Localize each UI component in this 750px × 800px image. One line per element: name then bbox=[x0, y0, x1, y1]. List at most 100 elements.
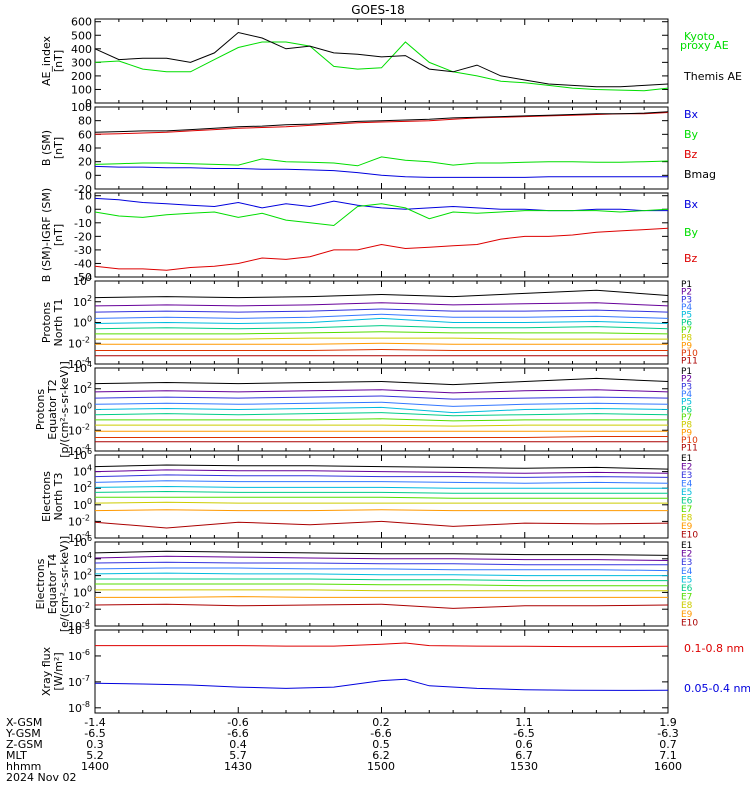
legend-label: E9 bbox=[681, 610, 693, 620]
ephemeris-value: -6.5 bbox=[84, 727, 105, 740]
y-tick-label: -20 bbox=[74, 230, 92, 243]
y-tick-label: 106 bbox=[73, 534, 92, 549]
legend-label: P4 bbox=[681, 390, 692, 400]
ephemeris-value: -6.6 bbox=[370, 727, 391, 740]
y-axis-label: [e/(cm²-s-sr-keV)] bbox=[58, 536, 71, 632]
y-tick-label: 102 bbox=[73, 381, 92, 396]
legend-label: P7 bbox=[681, 326, 692, 336]
y-axis-label: AE_index bbox=[40, 35, 53, 86]
y-axis-label: Equator T4 bbox=[46, 554, 59, 614]
y-tick-label: -50 bbox=[74, 271, 92, 284]
ephemeris-value: 0.7 bbox=[659, 738, 677, 751]
series-line-p9 bbox=[95, 342, 668, 345]
y-tick-label: 0 bbox=[85, 97, 92, 110]
y-axis-label: Xray flux bbox=[40, 646, 53, 696]
y-axis-label: North T1 bbox=[52, 299, 65, 347]
series-line-p3 bbox=[94, 308, 669, 313]
series-line-p5 bbox=[94, 317, 669, 325]
ephemeris-value: -0.6 bbox=[227, 716, 248, 729]
legend-label: E8 bbox=[681, 513, 693, 523]
y-tick-label: 104 bbox=[73, 551, 92, 566]
y-tick-label: 10-2 bbox=[68, 513, 90, 528]
series-line-e7 bbox=[95, 583, 668, 587]
y-tick-label: 100 bbox=[73, 497, 92, 512]
y-tick-label: 106 bbox=[73, 447, 92, 462]
series-line-p4 bbox=[94, 401, 669, 407]
y-tick-label: 10-6 bbox=[68, 648, 90, 663]
series-line-e2 bbox=[94, 469, 669, 474]
series-line-bx bbox=[94, 165, 668, 178]
legend-label: P3 bbox=[681, 382, 692, 392]
series-line-p4 bbox=[94, 313, 669, 319]
y-tick-label: 20 bbox=[78, 156, 92, 169]
y-axis-label: Electrons bbox=[34, 558, 47, 609]
series-line-e3 bbox=[94, 561, 668, 566]
y-tick-label: 10-2 bbox=[68, 601, 90, 616]
series-line-e4 bbox=[94, 567, 669, 572]
series-line-p2 bbox=[94, 389, 669, 394]
ephemeris-value: 1.9 bbox=[659, 716, 677, 729]
ephemeris-value: 1400 bbox=[81, 760, 109, 773]
legend-label: P6 bbox=[681, 318, 692, 328]
legend-label: P2 bbox=[681, 375, 692, 385]
legend-label: E1 bbox=[681, 541, 692, 551]
y-axis-label: [p/(cm²-s-sr-keV)] bbox=[58, 361, 71, 458]
ephemeris-value: 0.6 bbox=[515, 738, 533, 751]
legend-label: P7 bbox=[681, 413, 692, 423]
legend-label: E5 bbox=[681, 575, 692, 585]
series-line-p6 bbox=[94, 325, 669, 330]
series-line-e5 bbox=[94, 485, 668, 489]
series-line-kyoto-proxy-ae bbox=[94, 41, 669, 92]
ephemeris-value: 5.2 bbox=[86, 749, 104, 762]
y-tick-label: 104 bbox=[73, 273, 92, 288]
y-tick-label: 400 bbox=[71, 43, 92, 56]
series-line-0-1-0-8-nm bbox=[95, 642, 669, 648]
legend-label: P1 bbox=[681, 280, 692, 290]
legend-label: E4 bbox=[681, 479, 693, 489]
legend-label: P5 bbox=[681, 398, 692, 408]
y-tick-label: 104 bbox=[73, 464, 92, 479]
ephemeris-row-label: Y-GSM bbox=[5, 727, 41, 740]
ephemeris-value: 0.2 bbox=[372, 716, 390, 729]
y-tick-label: 600 bbox=[71, 16, 92, 29]
ephemeris-value: 0.3 bbox=[86, 738, 104, 751]
legend-label: E5 bbox=[681, 488, 692, 498]
y-tick-label: 60 bbox=[78, 128, 92, 141]
ephemeris-value: 1600 bbox=[654, 760, 682, 773]
series-line-p8 bbox=[95, 337, 668, 340]
y-tick-label: 100 bbox=[73, 402, 92, 417]
series-line-e10 bbox=[94, 520, 669, 529]
series-line-by bbox=[94, 156, 669, 167]
ephemeris-footer: X-GSMY-GSMZ-GSMMLThhmm-1.4-6.50.35.21400… bbox=[5, 716, 682, 784]
legend-label: P9 bbox=[681, 341, 692, 351]
legend-label: E7 bbox=[681, 505, 692, 515]
legend-label: E2 bbox=[681, 550, 692, 560]
ephemeris-row-label: MLT bbox=[6, 749, 27, 762]
series-line-e10 bbox=[94, 603, 669, 609]
legend-label: P9 bbox=[681, 428, 692, 438]
legend-label: Themis AE bbox=[683, 70, 742, 83]
series-line-p10 bbox=[95, 436, 668, 438]
series-line-p6 bbox=[94, 412, 669, 417]
legend-label: E1 bbox=[681, 454, 692, 464]
y-axis-label: Electrons bbox=[40, 471, 53, 522]
y-tick-label: -20 bbox=[74, 183, 92, 196]
legend-label: 0.05-0.4 nm bbox=[684, 682, 750, 695]
ephemeris-value: -1.4 bbox=[84, 716, 105, 729]
ephemeris-row-label: Z-GSM bbox=[6, 738, 43, 751]
legend-label: P4 bbox=[681, 303, 692, 313]
panel-frame bbox=[94, 192, 669, 278]
series-line-e5 bbox=[94, 572, 668, 577]
ephemeris-value: 5.7 bbox=[229, 749, 247, 762]
legend-label: E6 bbox=[681, 496, 693, 506]
ephemeris-value: 0.5 bbox=[372, 738, 390, 751]
ephemeris-value: 0.4 bbox=[229, 738, 247, 751]
y-tick-label: 10-2 bbox=[68, 335, 90, 350]
series-line-e8 bbox=[94, 501, 668, 504]
y-tick-label: 0 bbox=[85, 169, 92, 182]
series-line-by bbox=[94, 203, 669, 227]
